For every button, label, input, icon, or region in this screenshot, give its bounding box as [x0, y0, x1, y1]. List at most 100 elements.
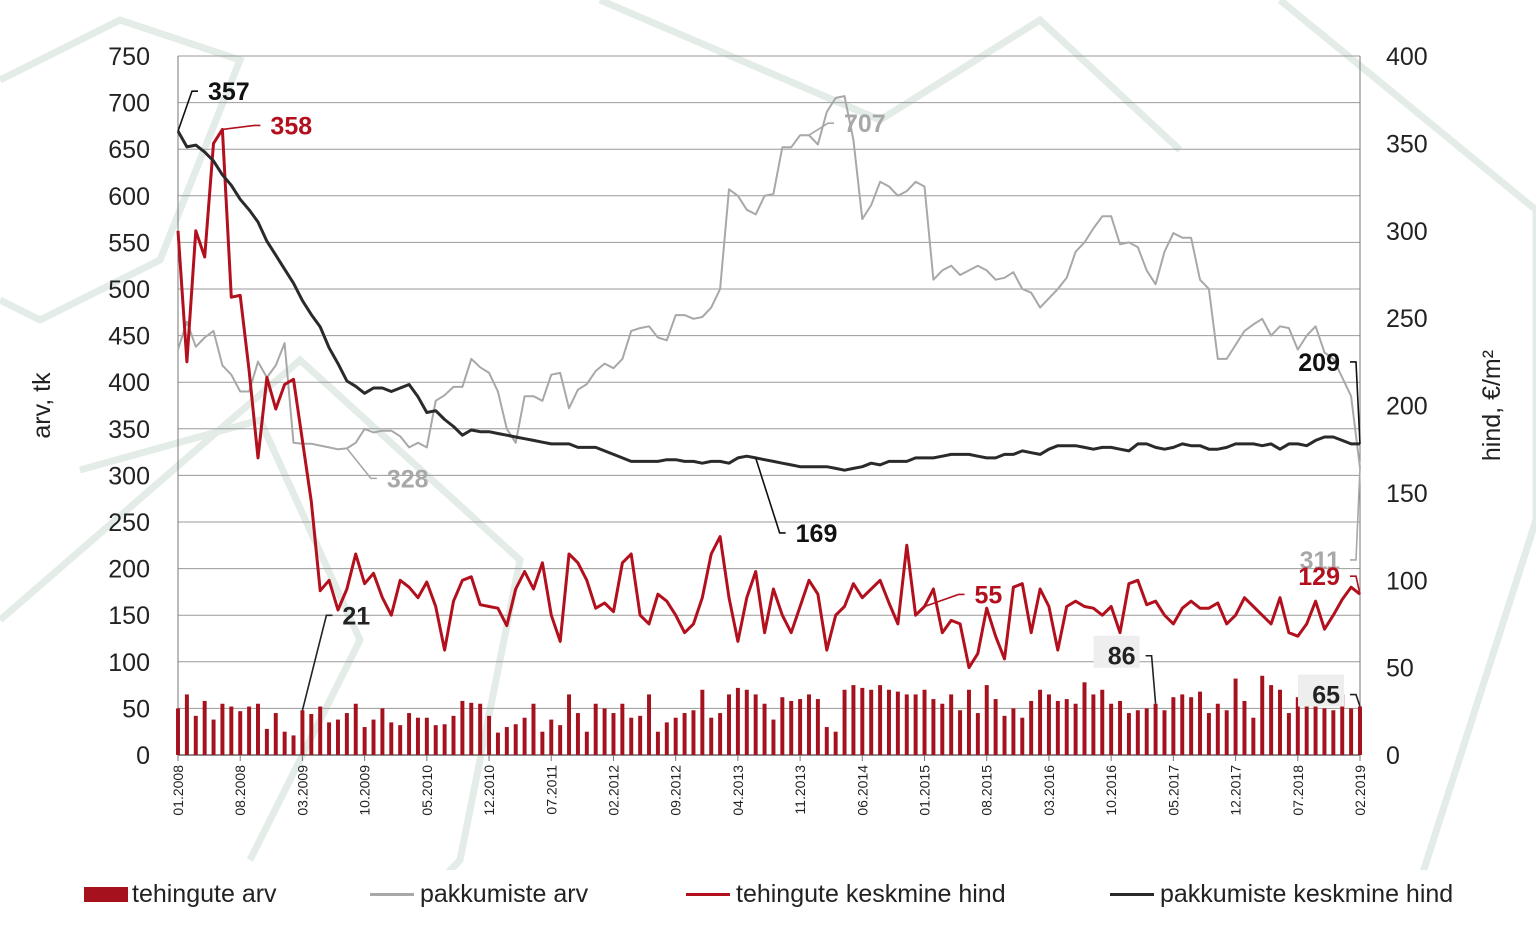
y-left-tick-label: 450 — [108, 323, 150, 351]
x-tick-label: 08.2008 — [232, 765, 248, 816]
background-pattern — [0, 0, 1536, 870]
bar — [424, 717, 429, 755]
annotation-label: 707 — [844, 110, 886, 138]
annotation-bg — [1093, 635, 1140, 668]
background-pattern-line-0 — [0, 16, 245, 324]
bar — [1011, 708, 1016, 755]
bar — [1109, 703, 1114, 755]
x-tick-label: 01.2008 — [170, 765, 186, 816]
annotation-leader — [1350, 575, 1361, 595]
y-left-axis-title: arv, tk — [28, 372, 56, 439]
background-pattern-line-2 — [1277, 0, 1536, 870]
bar — [815, 699, 820, 755]
bar — [949, 694, 954, 755]
annotation-leader — [1145, 654, 1157, 704]
bar — [575, 713, 580, 755]
y-left-tick-label: 700 — [108, 90, 150, 118]
legend-label-deal-price: tehingute keskmine hind — [736, 880, 1006, 908]
y-right-tick-label: 300 — [1386, 218, 1428, 246]
y-right-tick-label: 0 — [1386, 742, 1400, 770]
bar — [744, 689, 749, 755]
legend-item-offer-price[interactable]: pakkumiste keskmine hind — [1110, 880, 1453, 909]
annotation-label: 86 — [1108, 643, 1136, 671]
bar — [478, 703, 483, 755]
y-right-tick-label: 350 — [1386, 130, 1428, 158]
legend-label-offers: pakkumiste arv — [420, 880, 589, 908]
bar — [282, 731, 287, 755]
bar — [353, 703, 358, 755]
bar — [202, 700, 207, 755]
bar — [771, 719, 776, 755]
legend-label-deals: tehingute arv — [132, 880, 277, 908]
y-left-tick-label: 150 — [108, 602, 150, 630]
bar — [1126, 713, 1131, 755]
background-pattern-line-3 — [598, 0, 1183, 153]
x-tick-label: 07.2018 — [1290, 765, 1306, 816]
bar — [798, 699, 803, 755]
bar — [415, 717, 420, 755]
bar — [451, 715, 456, 755]
series-line-offers-count — [177, 95, 1361, 469]
legend: tehingute arv pakkumiste arv tehingute k… — [0, 880, 1536, 920]
bar — [762, 703, 767, 755]
bar — [620, 703, 625, 755]
bar — [1082, 682, 1087, 755]
bar — [513, 724, 518, 755]
bar — [549, 719, 554, 755]
x-tick-label: 09.2012 — [668, 765, 684, 816]
legend-item-offers[interactable]: pakkumiste arv — [370, 880, 588, 909]
x-tick-label: 10.2009 — [357, 765, 373, 816]
bar — [371, 719, 376, 755]
bar — [558, 725, 563, 755]
bar — [673, 717, 678, 755]
bar — [655, 731, 660, 755]
bar — [309, 713, 314, 755]
bar — [842, 689, 847, 755]
bar — [540, 731, 545, 755]
bar — [398, 725, 403, 755]
bar — [611, 713, 616, 755]
series-line-deal-price — [176, 127, 1361, 670]
bar — [273, 713, 278, 755]
bar — [1162, 710, 1167, 755]
bar — [869, 689, 874, 755]
annotation-label: 21 — [342, 602, 370, 630]
x-tick-label: 03.2016 — [1041, 765, 1057, 816]
bar — [647, 694, 652, 755]
y-right-tick-label: 250 — [1386, 305, 1428, 333]
bar — [504, 727, 509, 755]
y-left-tick-label: 600 — [108, 183, 150, 211]
bar — [176, 708, 180, 755]
bar — [1091, 694, 1096, 755]
bar — [718, 713, 723, 755]
bar — [1322, 708, 1327, 755]
y-right-tick-label: 100 — [1386, 567, 1428, 595]
legend-item-deal-price[interactable]: tehingute keskmine hind — [686, 880, 1006, 909]
bar — [1020, 717, 1025, 755]
series-line-offer-price — [176, 130, 1360, 472]
bar — [922, 689, 927, 755]
bar — [184, 694, 189, 755]
bar — [229, 706, 234, 755]
y-left-tick-label: 0 — [136, 742, 150, 770]
bar — [1260, 675, 1265, 755]
bar — [220, 703, 225, 755]
legend-swatch-deal-price — [686, 893, 730, 896]
x-tick-label: 06.2014 — [854, 765, 870, 816]
annotation-label: 209 — [1298, 349, 1340, 377]
x-tick-label: 04.2013 — [730, 765, 746, 816]
bar — [789, 700, 794, 755]
y-left-tick-label: 250 — [108, 509, 150, 537]
legend-item-deals[interactable]: tehingute arv — [84, 880, 277, 909]
x-tick-label: 01.2015 — [917, 765, 933, 816]
bar — [567, 694, 572, 755]
bar — [931, 699, 936, 755]
annotation-label: 129 — [1298, 563, 1340, 591]
y-right-axis-title: hind, €/m² — [1478, 350, 1506, 461]
annotation-leader — [1350, 467, 1361, 561]
bar — [344, 713, 349, 755]
bar — [495, 732, 500, 755]
y-left-tick-label: 200 — [108, 556, 150, 584]
bar — [1313, 699, 1318, 755]
